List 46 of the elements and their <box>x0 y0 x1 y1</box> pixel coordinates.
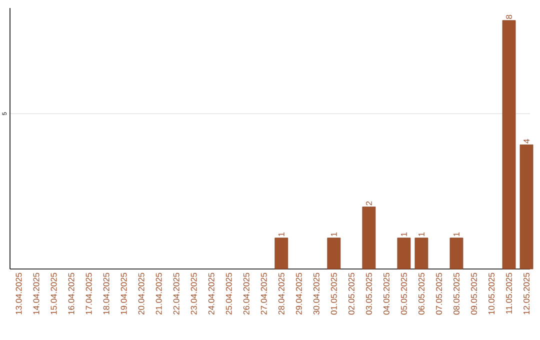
bar <box>274 238 288 270</box>
x-tick-label: 09.05.2025 <box>470 272 477 315</box>
bar <box>450 238 464 270</box>
x-tick-label: 13.04.2025 <box>16 272 22 314</box>
x-tick-label: 19.04.2025 <box>120 272 127 314</box>
x-tick-label: 04.05.2025 <box>383 272 390 315</box>
x-tick-label: 17.04.2025 <box>86 272 92 314</box>
x-tick-label: 29.04.2025 <box>296 272 302 314</box>
data-label: 4 <box>524 139 530 144</box>
data-label: 1 <box>418 232 424 236</box>
x-tick-label: 24.04.2025 <box>208 272 214 314</box>
data-label: 1 <box>401 232 407 236</box>
x-tick-label: 01.05.2025 <box>330 272 337 315</box>
x-tick-label: 07.05.2025 <box>436 272 442 315</box>
x-tick-label: 20.04.2025 <box>138 272 144 314</box>
bar <box>414 238 428 270</box>
bar <box>327 238 341 270</box>
data-label: 2 <box>366 201 372 206</box>
x-tick-label: 25.04.2025 <box>226 272 232 314</box>
x-tick-label: 05.05.2025 <box>400 272 407 315</box>
data-label: 1 <box>330 232 337 236</box>
x-tick-label: 26.04.2025 <box>243 272 250 314</box>
x-tick-label: 12.05.2025 <box>524 272 530 314</box>
x-tick-label: 10.05.2025 <box>488 272 494 314</box>
x-tick-label: 06.05.2025 <box>418 272 424 315</box>
data-label: 8 <box>506 14 512 19</box>
x-tick-label: 16.04.2025 <box>68 272 74 314</box>
bar <box>502 20 516 270</box>
x-tick-label: 14.04.2025 <box>33 272 40 314</box>
bar <box>520 144 534 270</box>
x-tick-label: 18.04.2025 <box>103 272 110 314</box>
data-label: 1 <box>454 232 460 236</box>
x-tick-label: 11.05.2025 <box>506 272 512 314</box>
bar <box>397 238 411 270</box>
bar <box>362 206 376 270</box>
x-tick-label: 03.05.2025 <box>366 272 372 315</box>
x-tick-label: 23.04.2025 <box>190 272 197 314</box>
x-tick-label: 15.04.2025 <box>50 272 57 314</box>
x-tick-label: 28.04.2025 <box>278 272 284 314</box>
x-tick-label: 22.04.2025 <box>173 272 180 314</box>
x-tick-label: 27.04.2025 <box>260 272 267 314</box>
data-label: 1 <box>278 232 284 236</box>
x-tick-label: 21.04.2025 <box>156 272 162 314</box>
x-tick-label: 08.05.2025 <box>453 272 460 315</box>
x-tick-label: 30.04.2025 <box>313 272 320 315</box>
x-tick-label: 02.05.2025 <box>348 272 354 315</box>
